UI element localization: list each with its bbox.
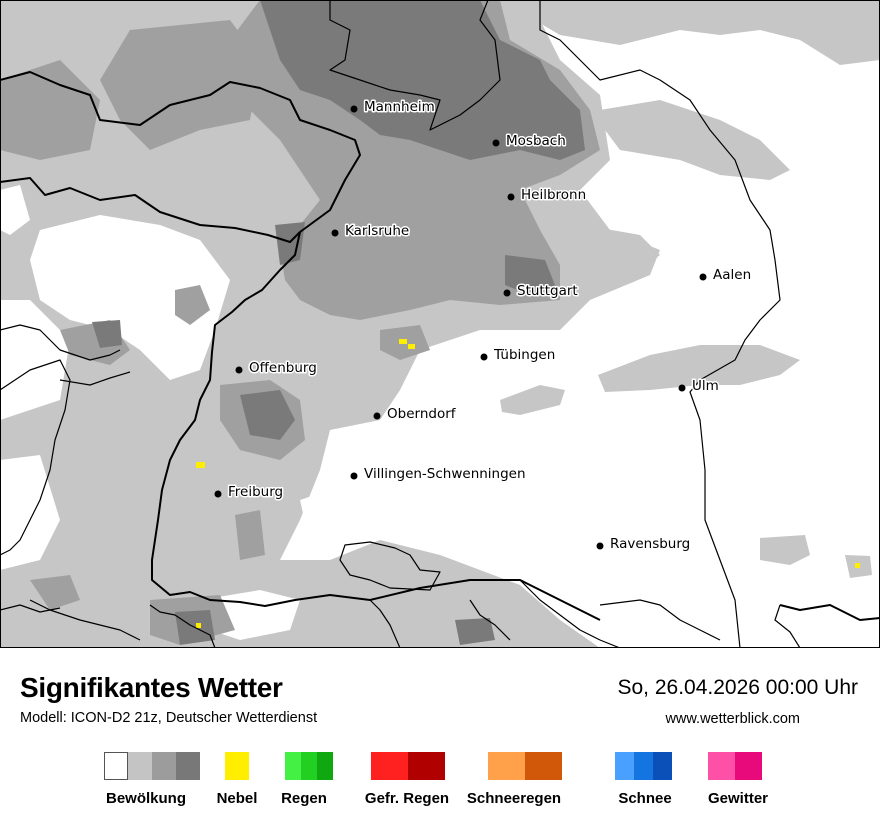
- city-label: Villingen-Schwenningen: [364, 466, 526, 482]
- legend-item-nebel: Nebel: [217, 752, 257, 807]
- legend-swatch: [317, 752, 333, 780]
- legend-label: Schneeregen: [466, 790, 562, 807]
- state-borders: [0, 71, 880, 621]
- legend-label: Bewölkung: [105, 790, 187, 807]
- legend-label: Schnee: [618, 790, 672, 807]
- legend-swatch: [653, 752, 672, 780]
- legend-item-gefr-regen: Gefr. Regen: [365, 752, 449, 807]
- cloud-dark-areas: [92, 0, 585, 645]
- legend-swatch: [285, 752, 301, 780]
- city-ravensburg: Ravensburg: [596, 535, 692, 554]
- legend-item-regen: Regen: [281, 752, 333, 807]
- legend-swatch: [152, 752, 176, 780]
- city-heilbronn: Heilbronn: [507, 186, 588, 205]
- website-link[interactable]: www.wetterblick.com: [665, 711, 800, 727]
- city-tuebingen: Tübingen: [480, 346, 557, 365]
- city-label: Aalen: [713, 267, 751, 283]
- city-label: Ulm: [692, 378, 719, 394]
- model-info: Modell: ICON-D2 21z, Deutscher Wetterdie…: [20, 710, 318, 726]
- legend-swatch: [525, 752, 562, 780]
- city-label: Mosbach: [506, 133, 566, 149]
- legend-swatch: [225, 752, 249, 780]
- legend-swatch: [371, 752, 408, 780]
- city-villingen-schwenningen: Villingen-Schwenningen: [350, 465, 527, 484]
- legend-swatch: [128, 752, 152, 780]
- city-markers: Mannheim Mosbach Heilbronn Karlsruhe Aal…: [214, 98, 753, 554]
- city-karlsruhe: Karlsruhe: [331, 222, 411, 241]
- legend-swatch: [488, 752, 525, 780]
- forecast-datetime: So, 26.04.2026 00:00 Uhr: [617, 676, 858, 699]
- country-borders: [0, 0, 801, 648]
- map-footer: Signifikantes Wetter Modell: ICON-D2 21z…: [0, 648, 880, 830]
- city-oberndorf: Oberndorf: [373, 405, 458, 424]
- legend-swatch: [301, 752, 317, 780]
- legend: Bewölkung Nebel Regen Gefr. Regen: [0, 752, 880, 822]
- legend-label: Nebel: [216, 790, 258, 807]
- legend-swatch: [176, 752, 200, 780]
- city-label: Offenburg: [249, 360, 317, 376]
- legend-item-schnee: Schnee: [615, 752, 672, 807]
- legend-swatch: [408, 752, 445, 780]
- city-label: Ravensburg: [610, 536, 690, 552]
- city-mosbach: Mosbach: [492, 132, 567, 151]
- city-offenburg: Offenburg: [235, 359, 318, 378]
- legend-swatch: [735, 752, 762, 780]
- legend-label: Regen: [281, 790, 327, 807]
- city-ulm: Ulm: [678, 377, 720, 396]
- legend-label: Gefr. Regen: [364, 790, 450, 807]
- city-freiburg: Freiburg: [214, 483, 285, 502]
- city-mannheim: Mannheim: [350, 98, 436, 117]
- city-label: Tübingen: [493, 347, 555, 363]
- fog-pixels: [196, 339, 860, 628]
- legend-swatch: [615, 752, 634, 780]
- legend-swatch: [708, 752, 735, 780]
- legend-item-schneeregen: Schneeregen: [467, 752, 562, 807]
- city-stuttgart: Stuttgart: [503, 282, 579, 301]
- page-title: Signifikantes Wetter: [20, 672, 283, 703]
- legend-swatch: [104, 752, 128, 780]
- city-label: Mannheim: [364, 99, 435, 115]
- map-canvas: Mannheim Mosbach Heilbronn Karlsruhe Aal…: [0, 0, 880, 648]
- city-label: Freiburg: [228, 484, 283, 500]
- legend-item-gewitter: Gewitter: [708, 752, 768, 807]
- city-label: Oberndorf: [387, 406, 457, 422]
- city-label: Karlsruhe: [345, 223, 409, 239]
- city-label: Stuttgart: [517, 283, 578, 299]
- city-aalen: Aalen: [699, 266, 753, 285]
- legend-swatch: [634, 752, 653, 780]
- city-label: Heilbronn: [521, 187, 586, 203]
- legend-label: Gewitter: [707, 790, 769, 807]
- legend-item-bewoelkung: Bewölkung: [104, 752, 200, 807]
- weather-map: Mannheim Mosbach Heilbronn Karlsruhe Aal…: [0, 0, 880, 648]
